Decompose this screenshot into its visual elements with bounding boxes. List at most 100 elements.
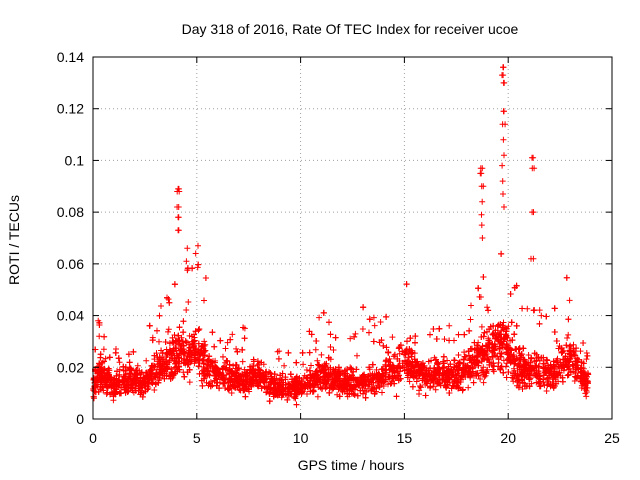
data-point [308, 362, 314, 369]
data-point [565, 371, 572, 378]
data-point [543, 356, 550, 363]
data-point [489, 340, 496, 347]
data-point [538, 312, 545, 319]
data-point [577, 365, 584, 372]
data-point [285, 392, 292, 399]
data-point [533, 379, 540, 386]
data-point [409, 358, 416, 365]
data-point [342, 370, 349, 377]
data-point [321, 379, 328, 386]
data-point [360, 304, 367, 311]
data-point [232, 375, 239, 382]
data-point [456, 359, 463, 366]
data-point [276, 383, 283, 390]
data-point [503, 328, 510, 335]
data-point [378, 337, 385, 344]
data-point [164, 352, 171, 358]
data-point [451, 337, 457, 344]
data-point [289, 376, 296, 383]
data-point [303, 367, 310, 373]
data-point [203, 379, 210, 386]
data-point [468, 302, 474, 309]
data-point [526, 383, 533, 390]
data-point [366, 316, 373, 323]
data-point [258, 359, 265, 366]
data-point [202, 341, 209, 348]
data-point [554, 355, 561, 362]
data-point [242, 371, 249, 378]
data-point [183, 307, 190, 313]
data-point [366, 364, 373, 371]
data-point [184, 353, 191, 359]
data-point [313, 338, 320, 344]
data-point [219, 365, 226, 372]
data-point [152, 381, 159, 388]
data-point [412, 333, 419, 340]
data-point [198, 377, 205, 384]
data-point [316, 314, 323, 321]
data-point [227, 336, 234, 343]
data-point [498, 250, 505, 257]
data-point [583, 356, 590, 363]
data-point [270, 379, 277, 386]
data-point [327, 331, 334, 338]
data-point [404, 366, 411, 373]
data-point [159, 350, 166, 357]
data-point [351, 333, 358, 340]
data-point [326, 389, 333, 396]
data-point [134, 362, 141, 369]
data-point [461, 349, 468, 356]
data-point [510, 370, 517, 377]
data-point [528, 354, 535, 361]
data-point [573, 374, 580, 381]
data-point [492, 335, 498, 342]
data-point [261, 384, 268, 391]
data-point [137, 391, 144, 398]
data-point [513, 322, 520, 329]
data-point [115, 355, 122, 362]
data-point [164, 294, 170, 301]
data-point [258, 373, 265, 380]
data-point [563, 274, 570, 281]
data-point [507, 291, 514, 297]
data-point [515, 346, 522, 353]
data-point [240, 387, 247, 394]
data-point [455, 331, 462, 338]
data-point [573, 345, 580, 352]
data-point [583, 393, 590, 400]
data-point [476, 293, 483, 300]
data-point [195, 261, 202, 268]
data-point [417, 383, 423, 389]
data-point [489, 366, 496, 373]
data-point [314, 357, 321, 364]
data-point [417, 384, 424, 391]
data-point [335, 364, 342, 371]
data-point [513, 282, 520, 289]
data-point [391, 351, 398, 358]
data-point [151, 387, 158, 393]
data-point [206, 380, 213, 387]
data-points [90, 64, 592, 408]
data-point [544, 382, 551, 389]
data-point [158, 303, 164, 309]
data-point [467, 316, 474, 323]
data-point [191, 337, 198, 344]
data-point [201, 366, 208, 373]
data-point [116, 371, 123, 378]
data-point [440, 358, 447, 365]
data-point [479, 369, 486, 376]
data-point [503, 374, 510, 381]
data-point [262, 369, 269, 376]
data-point [195, 346, 202, 353]
data-point [404, 361, 411, 368]
data-point [531, 307, 538, 314]
data-point [413, 378, 420, 385]
data-point [186, 332, 193, 339]
data-point [314, 393, 321, 400]
data-point [386, 355, 393, 362]
data-point [406, 368, 413, 375]
data-point [138, 369, 145, 376]
data-point [394, 355, 401, 362]
data-point [352, 330, 359, 337]
data-point [439, 365, 446, 371]
